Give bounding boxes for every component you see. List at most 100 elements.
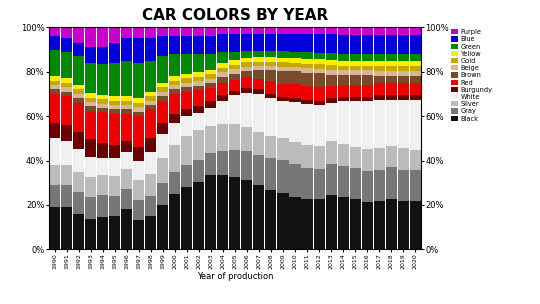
Bar bbox=[314, 59, 325, 64]
Bar bbox=[362, 54, 373, 61]
Bar bbox=[49, 185, 60, 207]
Bar bbox=[326, 164, 336, 195]
Bar bbox=[181, 36, 192, 54]
Bar bbox=[181, 54, 192, 74]
Bar bbox=[133, 107, 144, 112]
Bar bbox=[85, 47, 96, 63]
Bar bbox=[109, 109, 120, 114]
Bar bbox=[145, 39, 156, 61]
Bar bbox=[109, 43, 120, 63]
Bar bbox=[157, 36, 168, 56]
Bar bbox=[253, 51, 265, 57]
Bar bbox=[230, 80, 240, 91]
Bar bbox=[169, 81, 180, 85]
Bar bbox=[145, 216, 156, 249]
Bar bbox=[362, 35, 373, 54]
Bar bbox=[278, 51, 288, 58]
Bar bbox=[374, 100, 384, 148]
Bar bbox=[109, 114, 120, 145]
Bar bbox=[121, 189, 132, 209]
Bar bbox=[386, 35, 397, 54]
Bar bbox=[218, 101, 228, 124]
Bar bbox=[326, 86, 336, 98]
Bar bbox=[326, 195, 336, 249]
Bar bbox=[397, 83, 409, 95]
Bar bbox=[133, 147, 144, 161]
Bar bbox=[181, 187, 192, 249]
Bar bbox=[218, 68, 228, 72]
Bar bbox=[326, 60, 336, 65]
Bar bbox=[410, 27, 421, 35]
Bar bbox=[241, 51, 252, 58]
Bar bbox=[362, 85, 373, 97]
Bar bbox=[349, 70, 361, 75]
Bar bbox=[386, 146, 397, 167]
Bar bbox=[362, 27, 373, 35]
Bar bbox=[314, 169, 325, 199]
Bar bbox=[301, 100, 313, 104]
Bar bbox=[314, 146, 325, 169]
Bar bbox=[314, 27, 325, 34]
Bar bbox=[73, 132, 84, 150]
Bar bbox=[49, 76, 60, 81]
Bar bbox=[181, 74, 192, 78]
Bar bbox=[289, 58, 301, 63]
Bar bbox=[289, 197, 301, 249]
Bar bbox=[205, 126, 217, 153]
Bar bbox=[253, 185, 265, 249]
Bar bbox=[230, 74, 240, 80]
Bar bbox=[85, 219, 96, 249]
Bar bbox=[133, 220, 144, 249]
Bar bbox=[181, 109, 192, 116]
X-axis label: Year of production: Year of production bbox=[197, 272, 273, 281]
Bar bbox=[157, 158, 168, 183]
Bar bbox=[289, 71, 301, 85]
Bar bbox=[362, 70, 373, 75]
Bar bbox=[349, 199, 361, 249]
Bar bbox=[397, 54, 409, 61]
Bar bbox=[314, 101, 325, 105]
Bar bbox=[97, 175, 108, 195]
Legend: Purple, Blue, Green, Yellow, Gold, Beige, Brown, Red, Burgundy, White, Silver, G: Purple, Blue, Green, Yellow, Gold, Beige… bbox=[450, 29, 493, 122]
Bar bbox=[85, 27, 96, 47]
Bar bbox=[338, 27, 349, 35]
Bar bbox=[157, 134, 168, 158]
Bar bbox=[157, 83, 168, 87]
Bar bbox=[157, 101, 168, 123]
Bar bbox=[349, 27, 361, 35]
Bar bbox=[241, 78, 252, 88]
Bar bbox=[121, 209, 132, 249]
Bar bbox=[205, 36, 217, 54]
Bar bbox=[181, 165, 192, 187]
Bar bbox=[121, 152, 132, 169]
Bar bbox=[362, 202, 373, 249]
Bar bbox=[49, 81, 60, 85]
Bar bbox=[374, 170, 384, 201]
Bar bbox=[338, 101, 349, 144]
Bar bbox=[145, 174, 156, 196]
Bar bbox=[181, 83, 192, 87]
Bar bbox=[133, 116, 144, 147]
Bar bbox=[253, 66, 265, 70]
Bar bbox=[85, 111, 96, 140]
Bar bbox=[278, 58, 288, 62]
Bar bbox=[109, 96, 120, 101]
Bar bbox=[289, 52, 301, 58]
Bar bbox=[278, 71, 288, 84]
Bar bbox=[49, 36, 60, 50]
Bar bbox=[73, 192, 84, 214]
Bar bbox=[301, 27, 313, 34]
Bar bbox=[193, 106, 204, 112]
Bar bbox=[169, 171, 180, 194]
Bar bbox=[205, 153, 217, 175]
Bar bbox=[386, 95, 397, 100]
Bar bbox=[169, 36, 180, 54]
Bar bbox=[386, 83, 397, 95]
Bar bbox=[301, 145, 313, 168]
Bar bbox=[241, 62, 252, 67]
Bar bbox=[338, 66, 349, 70]
Bar bbox=[133, 103, 144, 107]
Bar bbox=[61, 78, 72, 83]
Bar bbox=[386, 54, 397, 61]
Bar bbox=[61, 92, 72, 96]
